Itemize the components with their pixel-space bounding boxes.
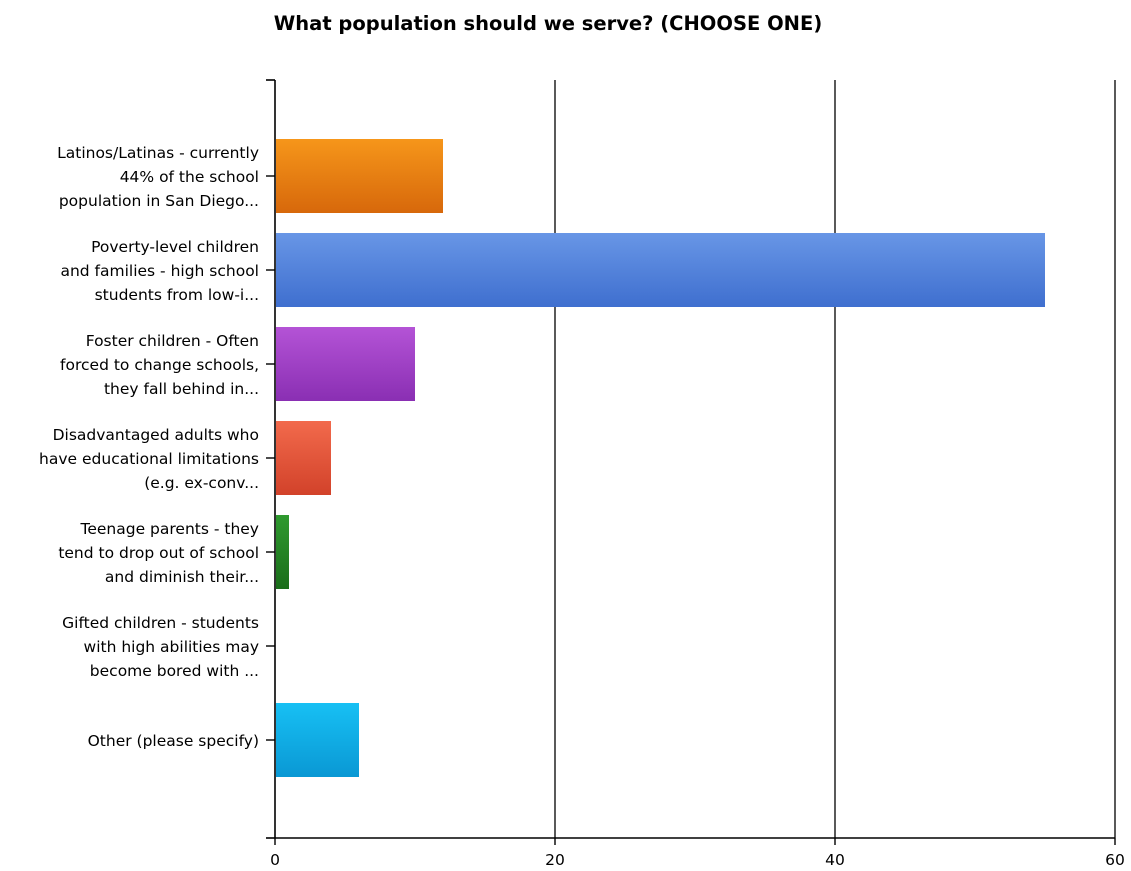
category-label-3: Disadvantaged adults who have educational…	[39, 426, 259, 492]
category-label-line: Poverty-level children	[91, 238, 259, 256]
category-label-5: Gifted children - students with high abil…	[62, 614, 259, 680]
category-label-line: become bored with ...	[90, 662, 259, 680]
category-label-6: Other (please specify)	[88, 732, 259, 750]
category-label-line: they fall behind in...	[104, 380, 259, 398]
category-label-line: forced to change schools,	[60, 356, 259, 374]
category-label-line: and diminish their...	[105, 568, 259, 586]
category-label-4: Teenage parents - they tend to drop out o…	[58, 520, 259, 586]
category-label-line: Latinos/Latinas - currently	[57, 144, 259, 162]
category-label-line: tend to drop out of school	[58, 544, 259, 562]
category-label-0: Latinos/Latinas - currently 44% of the sc…	[57, 144, 259, 210]
category-labels: Latinos/Latinas - currently 44% of the sc…	[39, 144, 259, 750]
x-tick-label-40: 40	[825, 851, 845, 869]
category-label-line: population in San Diego...	[59, 192, 259, 210]
category-label-line: Foster children - Often	[86, 332, 259, 350]
x-tick-label-60: 60	[1105, 851, 1125, 869]
bar-4	[276, 515, 289, 589]
x-tick-label-0: 0	[270, 851, 280, 869]
category-label-line: (e.g. ex-conv...	[144, 474, 259, 492]
bar-2	[276, 327, 415, 401]
category-label-line: and families - high school	[60, 262, 259, 280]
category-label-line: students from low-i...	[95, 286, 259, 304]
x-tick-label-20: 20	[545, 851, 565, 869]
bars	[276, 139, 1045, 777]
category-label-line: have educational limitations	[39, 450, 259, 468]
bar-1	[276, 233, 1045, 307]
axes: 0 20 40 60	[266, 79, 1125, 869]
category-label-1: Poverty-level children and families - hig…	[60, 238, 259, 304]
grid-lines	[554, 80, 1116, 838]
bar-3	[276, 421, 331, 495]
category-label-line: Disadvantaged adults who	[53, 426, 259, 444]
category-label-2: Foster children - Often forced to change …	[60, 332, 259, 398]
bar-0	[276, 139, 443, 213]
category-label-line: with high abilities may	[84, 638, 259, 656]
category-label-line: Teenage parents - they	[80, 520, 259, 538]
category-label-line: Gifted children - students	[62, 614, 259, 632]
bar-6	[276, 703, 359, 777]
category-label-line: 44% of the school	[120, 168, 259, 186]
chart-title: What population should we serve? (CHOOSE…	[274, 12, 822, 35]
category-label-line: Other (please specify)	[88, 732, 259, 750]
